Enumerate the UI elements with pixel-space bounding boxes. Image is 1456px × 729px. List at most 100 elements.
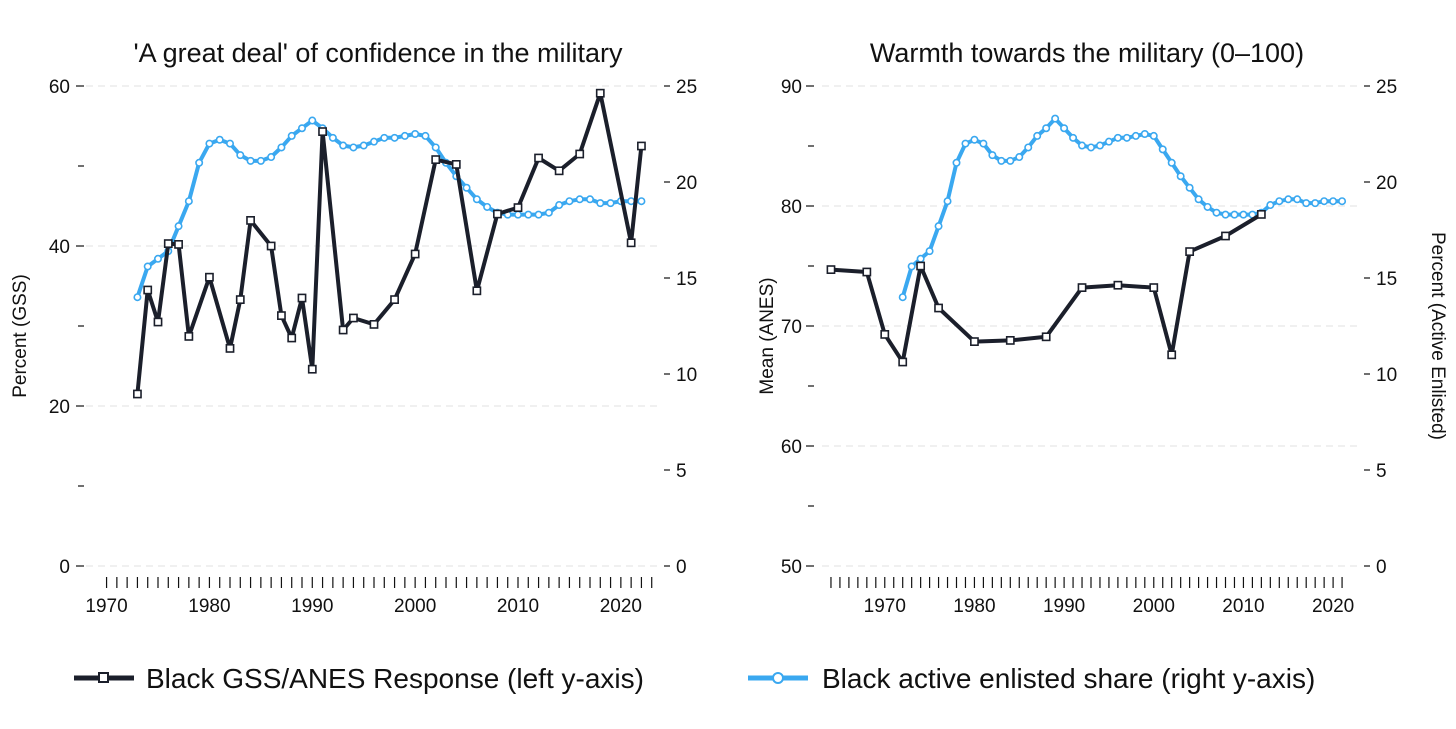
data-point-circle <box>1284 195 1293 204</box>
data-point-square <box>225 343 235 353</box>
data-point-circle <box>596 199 605 208</box>
x-tick-label: 1980 <box>953 596 995 617</box>
data-point-circle <box>1338 197 1347 206</box>
data-point-circle <box>916 254 925 263</box>
data-point-square <box>287 333 297 343</box>
y-right-tick-label: 20 <box>676 173 697 194</box>
data-point-circle <box>1069 133 1078 142</box>
data-point-square <box>205 272 214 282</box>
data-point-square <box>390 295 399 304</box>
data-point-square <box>143 285 153 295</box>
data-point-square <box>277 311 286 320</box>
data-point-circle <box>226 139 235 148</box>
series-line-enlisted-share <box>135 118 644 300</box>
data-point-circle <box>215 135 224 144</box>
x-tick-label: 2010 <box>497 596 539 617</box>
data-point-circle <box>513 210 522 219</box>
data-point-circle <box>1149 131 1158 140</box>
data-point-square <box>970 337 979 346</box>
data-point-circle <box>988 151 997 160</box>
data-point-circle <box>1266 201 1275 210</box>
legend-label-black: Black GSS/ANES Response (left y-axis) <box>146 663 644 694</box>
y-left-tick-label: 20 <box>49 397 70 418</box>
data-point-circle <box>1024 143 1033 152</box>
data-point-circle <box>462 183 471 192</box>
y-left-tick-label: 80 <box>781 197 802 218</box>
data-point-square <box>493 209 502 219</box>
data-point-circle <box>952 158 961 167</box>
data-point-square <box>246 216 255 225</box>
data-point-circle <box>907 262 916 271</box>
y-axis-label-left: Percent (GSS) <box>10 274 31 398</box>
data-point-circle <box>1015 153 1024 162</box>
y-right-tick-label: 5 <box>676 461 687 482</box>
x-tick-label: 1970 <box>85 596 127 617</box>
data-point-circle <box>369 137 378 146</box>
data-point-circle <box>637 197 646 206</box>
data-point-circle <box>143 262 152 271</box>
data-point-circle <box>472 195 481 204</box>
data-point-circle <box>1194 195 1203 204</box>
data-point-square <box>472 286 482 296</box>
data-point-circle <box>1329 197 1338 206</box>
data-point-square <box>153 317 163 327</box>
data-point-circle <box>287 131 296 140</box>
data-point-circle <box>1078 141 1087 150</box>
data-point-circle <box>898 293 907 302</box>
data-point-circle <box>1006 156 1015 165</box>
data-point-square <box>826 265 836 274</box>
legend: Black GSS/ANES Response (left y-axis) Bl… <box>74 663 1315 694</box>
data-point-square <box>1149 283 1159 292</box>
data-point-square <box>1077 283 1087 292</box>
data-point-circle <box>339 141 348 150</box>
data-point-square <box>133 389 142 399</box>
data-point-circle <box>925 247 934 256</box>
data-point-square <box>307 364 317 374</box>
data-point-circle <box>133 293 142 302</box>
data-point-circle <box>431 143 440 152</box>
data-point-circle <box>1158 145 1167 154</box>
data-point-circle <box>606 199 615 208</box>
x-tick-label: 1970 <box>864 596 906 617</box>
data-point-circle <box>1051 114 1060 123</box>
data-point-circle <box>524 210 533 219</box>
data-point-square <box>184 331 194 341</box>
data-point-circle <box>1033 131 1042 140</box>
data-point-square <box>163 239 173 248</box>
data-point-circle <box>297 124 306 133</box>
data-point-circle <box>943 197 952 206</box>
x-tick-label: 1990 <box>291 596 333 617</box>
data-point-square <box>1167 350 1177 360</box>
data-point-square <box>174 240 183 249</box>
series-line-response <box>829 212 1264 364</box>
data-point-square <box>451 160 461 169</box>
data-point-circle <box>1131 131 1140 140</box>
legend-label-blue: Black active enlisted share (right y-axi… <box>822 663 1315 694</box>
data-point-circle <box>1167 158 1176 167</box>
data-point-circle <box>1042 124 1051 133</box>
data-point-circle <box>359 141 368 150</box>
data-point-square <box>554 166 564 176</box>
y-left-tick-label: 0 <box>59 557 70 578</box>
data-point-circle <box>184 197 193 206</box>
data-point-circle <box>1275 197 1284 206</box>
data-point-circle <box>308 116 317 125</box>
data-point-circle <box>565 197 574 206</box>
data-point-circle <box>205 139 214 148</box>
data-point-circle <box>1293 195 1302 204</box>
chart-warmth: Warmth towards the military (0–100)50607… <box>757 38 1448 617</box>
data-point-circle <box>1320 197 1329 206</box>
data-point-circle <box>256 156 265 165</box>
y-axis-label-left: Mean (ANES) <box>757 277 778 394</box>
data-point-circle <box>1221 210 1230 219</box>
y-left-tick-label: 60 <box>49 77 70 98</box>
data-point-circle <box>961 139 970 148</box>
data-point-square <box>1256 210 1266 219</box>
data-point-circle <box>544 208 553 217</box>
data-point-circle <box>411 130 420 139</box>
data-point-square <box>1185 247 1195 256</box>
data-point-circle <box>1095 141 1104 150</box>
data-point-circle <box>154 254 163 263</box>
data-point-circle <box>390 133 399 142</box>
